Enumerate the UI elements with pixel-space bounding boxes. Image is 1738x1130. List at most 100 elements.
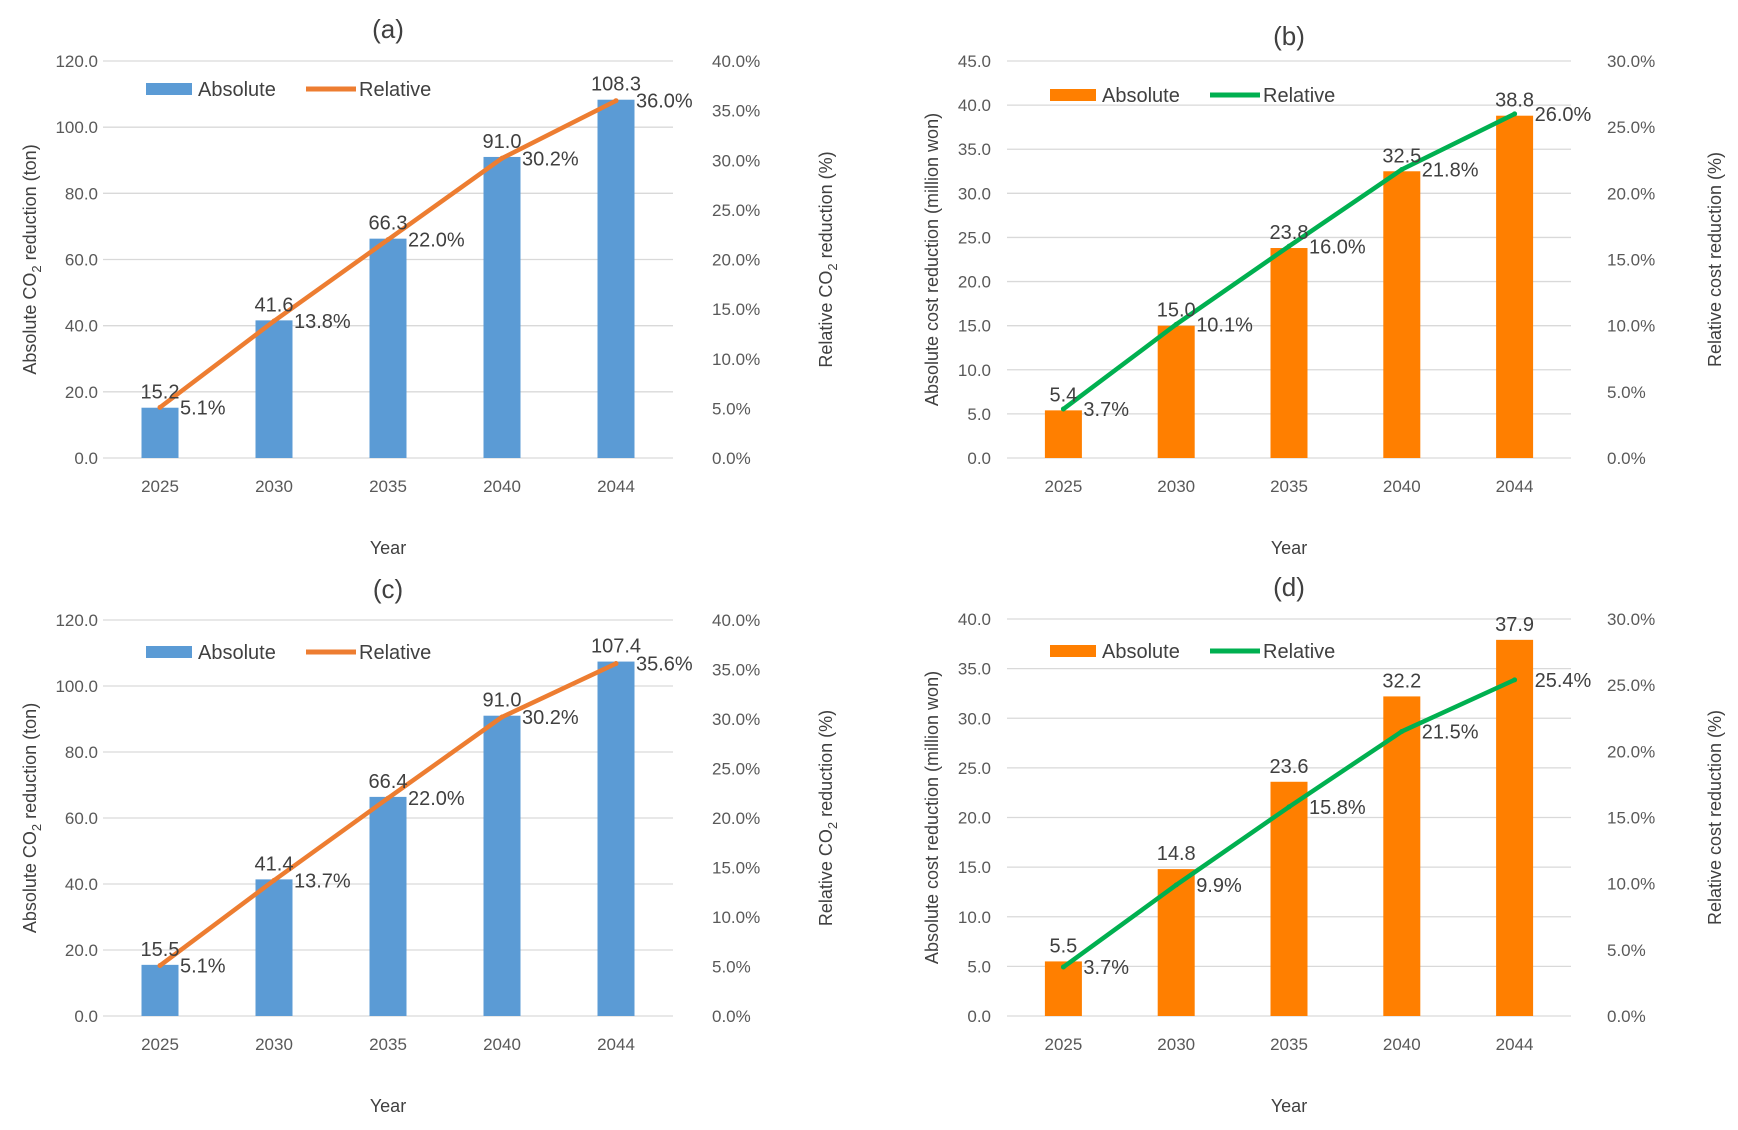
y-axis-title-rest: reduction (ton): [20, 144, 40, 265]
y-tick-label: 15.0: [958, 858, 991, 877]
panel-title: (a): [372, 14, 404, 44]
y-tick-label: 45.0: [958, 52, 991, 71]
y-tick-label: 10.0: [958, 908, 991, 927]
y-tick-label: 40.0: [958, 610, 991, 629]
y2-tick-label: 15.0%: [1607, 809, 1655, 828]
y-axis-title-main: Absolute CO: [20, 831, 40, 933]
y-tick-label: 0.0: [967, 449, 991, 468]
bar-data-label: 5.4: [1049, 384, 1077, 406]
bar-data-label: 66.3: [369, 213, 408, 235]
y-tick-label: 15.0: [958, 317, 991, 336]
bar-data-label: 91.0: [483, 690, 522, 712]
x-tick-label: 2040: [483, 477, 521, 496]
bar-2025: [141, 964, 179, 1016]
bar-2025: [1044, 410, 1082, 458]
x-tick-label: 2044: [597, 1035, 635, 1054]
chart-panel-2: 0.0 5.0 10.0 15.0 20.0 25.0 30.0 35.0 40.0 45.0 0.…: [922, 21, 1725, 558]
y-axis-title-main: Absolute cost reduction (million won): [922, 671, 942, 964]
line-point-2035: [385, 237, 391, 243]
line-data-label: 16.0%: [1309, 236, 1366, 258]
x-tick-label: 2044: [1496, 477, 1534, 496]
line-point-2035: [1286, 243, 1292, 249]
panel-title: (c): [373, 574, 403, 604]
x-tick-label: 2025: [1044, 1035, 1082, 1054]
y2-tick-label: 20.0%: [1607, 184, 1655, 203]
y2-axis-title-main: Relative cost reduction (%): [1705, 152, 1725, 367]
chart-panel-1: 0.0 20.0 40.0 60.0 80.0 100.0 120.0 0.0% 5.0% 10.…: [20, 14, 840, 558]
legend-swatch-absolute: [146, 83, 192, 95]
bar-data-label: 41.4: [255, 853, 294, 875]
y-tick-label: 20.0: [958, 809, 991, 828]
y2-axis-title-rest: reduction (%): [816, 151, 836, 263]
y2-axis-title-main: Relative CO: [816, 271, 836, 368]
y2-tick-label: 30.0%: [712, 710, 760, 729]
y-tick-label: 35.0: [958, 660, 991, 679]
y-tick-label: 40.0: [65, 875, 98, 894]
y2-tick-label: 0.0%: [712, 1007, 751, 1026]
y-tick-label: 20.0: [65, 383, 98, 402]
x-axis-title: Year: [370, 1096, 406, 1116]
y-axis-title: Absolute cost reduction (million won): [922, 671, 942, 964]
line-point-2030: [271, 318, 277, 324]
line-data-label: 10.1%: [1196, 314, 1253, 336]
legend-label-absolute: Absolute: [198, 79, 276, 101]
x-tick-label: 2040: [1383, 1035, 1421, 1054]
bar-data-label: 15.0: [1157, 300, 1196, 322]
x-tick-label: 2035: [1270, 477, 1308, 496]
y-axis-title: Absolute cost reduction (million won): [922, 113, 942, 406]
bar-2040: [483, 156, 521, 459]
bar-data-label: 66.4: [369, 771, 408, 793]
line-point-2025: [1060, 406, 1066, 412]
bar-data-label: 41.6: [255, 294, 294, 316]
y2-tick-label: 30.0%: [712, 151, 760, 170]
line-data-label: 35.6%: [636, 654, 693, 676]
line-point-2040: [499, 714, 505, 720]
line-data-label: 25.4%: [1535, 670, 1592, 692]
y-tick-label: 40.0: [958, 96, 991, 115]
line-data-label: 9.9%: [1196, 875, 1242, 897]
line-data-label: 26.0%: [1535, 104, 1592, 126]
y-tick-label: 80.0: [65, 184, 98, 203]
x-tick-label: 2025: [141, 477, 179, 496]
x-tick-label: 2044: [597, 477, 635, 496]
y2-axis-title: Relative cost reduction (%): [1705, 152, 1725, 367]
x-tick-label: 2035: [1270, 1035, 1308, 1054]
legend-label-relative: Relative: [359, 79, 431, 101]
x-tick-label: 2025: [141, 1035, 179, 1054]
line-point-2044: [613, 661, 619, 667]
line-point-2044: [613, 98, 619, 104]
line-point-2025: [1060, 964, 1066, 970]
bar-data-label: 38.8: [1495, 90, 1534, 112]
y-axis-title: Absolute CO2 reduction (ton): [20, 703, 44, 933]
line-data-label: 15.8%: [1309, 797, 1366, 819]
y2-axis-title-subscript: 2: [825, 822, 840, 829]
x-tick-label: 2030: [255, 1035, 293, 1054]
bar-data-label: 32.5: [1382, 145, 1421, 167]
x-tick-label: 2044: [1496, 1035, 1534, 1054]
y2-tick-label: 5.0%: [712, 399, 751, 418]
bar-data-label: 23.6: [1270, 756, 1309, 778]
bar-data-label: 5.5: [1049, 935, 1077, 957]
line-data-label: 3.7%: [1083, 957, 1129, 979]
x-tick-label: 2030: [1157, 477, 1195, 496]
bar-2030: [255, 879, 293, 1016]
y-tick-label: 5.0: [967, 405, 991, 424]
bar-data-label: 23.8: [1270, 222, 1309, 244]
bar-2025: [1044, 961, 1082, 1016]
line-data-label: 3.7%: [1083, 399, 1129, 421]
y2-axis-title-subscript: 2: [825, 263, 840, 270]
x-axis-title: Year: [1271, 1096, 1307, 1116]
y2-tick-label: 25.0%: [712, 760, 760, 779]
legend-swatch-absolute: [1050, 89, 1096, 101]
y-axis-title-main: Absolute CO: [20, 273, 40, 375]
bar-2030: [1157, 869, 1195, 1016]
y2-axis-title: Relative CO2 reduction (%): [816, 151, 840, 367]
y-axis-title-rest: reduction (ton): [20, 703, 40, 824]
y-tick-label: 40.0: [65, 317, 98, 336]
bar-2035: [1270, 781, 1308, 1016]
y-tick-label: 120.0: [55, 611, 98, 630]
line-data-label: 13.8%: [294, 311, 351, 333]
y-tick-label: 20.0: [65, 941, 98, 960]
line-point-2040: [1399, 167, 1405, 173]
